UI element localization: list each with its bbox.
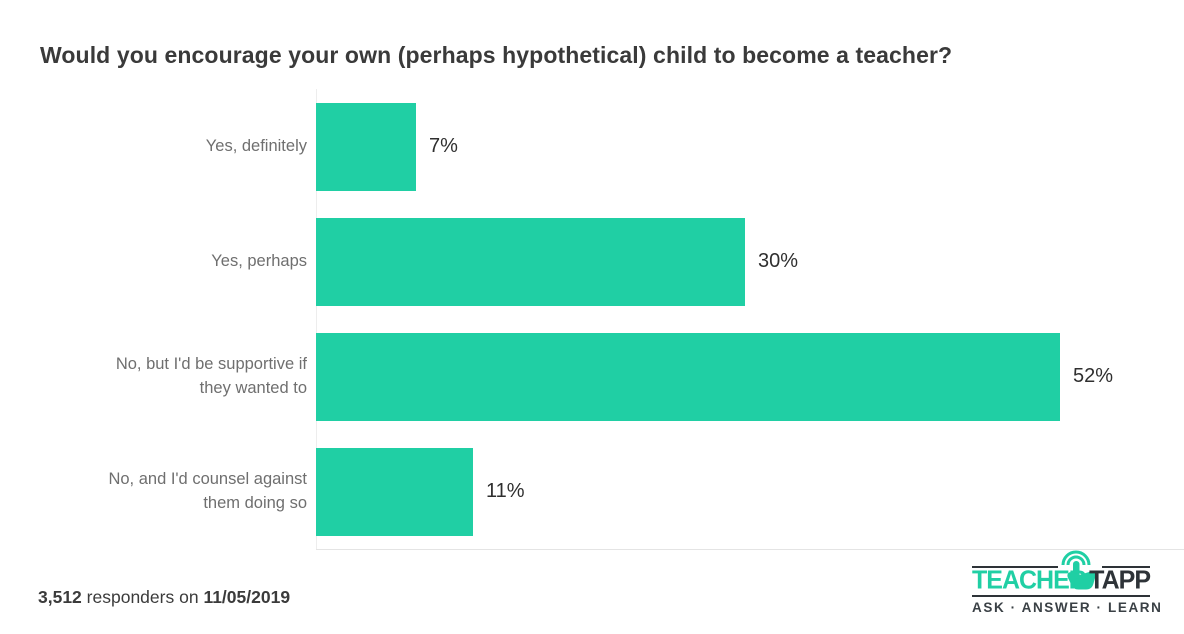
bar-track: 52%	[316, 332, 1184, 421]
bar-value-label: 52%	[1073, 365, 1114, 387]
y-axis-line	[316, 89, 317, 549]
logo-top-rule-right	[1102, 566, 1150, 568]
bar-row: Yes, perhaps 30%	[0, 204, 1184, 319]
category-label-cell: Yes, definitely	[0, 135, 316, 159]
bar-value-label: 11%	[486, 480, 525, 502]
responders-date: 11/05/2019	[203, 587, 291, 607]
category-label-cell: No, but I'd be supportive if they wanted…	[0, 353, 316, 401]
teacher-tapp-logo: TEACHER TAPP ASK · ANSWER · LEARN	[972, 550, 1163, 615]
bar-chart: Yes, definitely 7% Yes, perhaps 30% No, but …	[0, 89, 1184, 550]
category-label: Yes, definitely	[205, 136, 307, 155]
bar	[316, 217, 745, 306]
logo-word-tapp: TAPP	[1089, 565, 1151, 595]
bar-row: No, but I'd be supportive if they wanted…	[0, 319, 1184, 434]
bar-row: Yes, definitely 7%	[0, 89, 1184, 204]
bar-row: No, and I'd counsel against them doing s…	[0, 434, 1184, 549]
responders-note: 3,512 responders on 11/05/2019	[38, 587, 290, 608]
category-label-cell: No, and I'd counsel against them doing s…	[0, 468, 316, 516]
logo-bottom-rule	[972, 595, 1150, 597]
bar	[316, 447, 473, 536]
bar-track: 11%	[316, 447, 1184, 536]
logo-tagline: ASK · ANSWER · LEARN	[972, 600, 1163, 615]
logo-top-rule-left	[972, 566, 1058, 568]
logo-wordmark: TEACHER TAPP	[972, 565, 1151, 595]
responders-text: responders on	[86, 587, 199, 607]
chart-title: Would you encourage your own (perhaps hy…	[40, 42, 953, 68]
category-label: No, but I'd be supportive if they wanted…	[115, 354, 307, 397]
bar-value-label: 7%	[429, 135, 458, 157]
logo-word-teacher: TEACHER	[972, 565, 1087, 595]
bar	[316, 102, 416, 191]
bar-rows-container: Yes, definitely 7% Yes, perhaps 30% No, but …	[0, 89, 1184, 549]
category-label: No, and I'd counsel against them doing s…	[108, 469, 307, 512]
bar-track: 7%	[316, 102, 1184, 191]
bar	[316, 332, 1060, 421]
responders-count: 3,512	[38, 587, 82, 607]
category-label-cell: Yes, perhaps	[0, 250, 316, 274]
bar-track: 30%	[316, 217, 1184, 306]
bar-value-label: 30%	[758, 250, 799, 272]
tap-hand-icon	[1061, 550, 1096, 590]
x-axis-line	[316, 549, 1184, 550]
category-label: Yes, perhaps	[211, 251, 307, 270]
